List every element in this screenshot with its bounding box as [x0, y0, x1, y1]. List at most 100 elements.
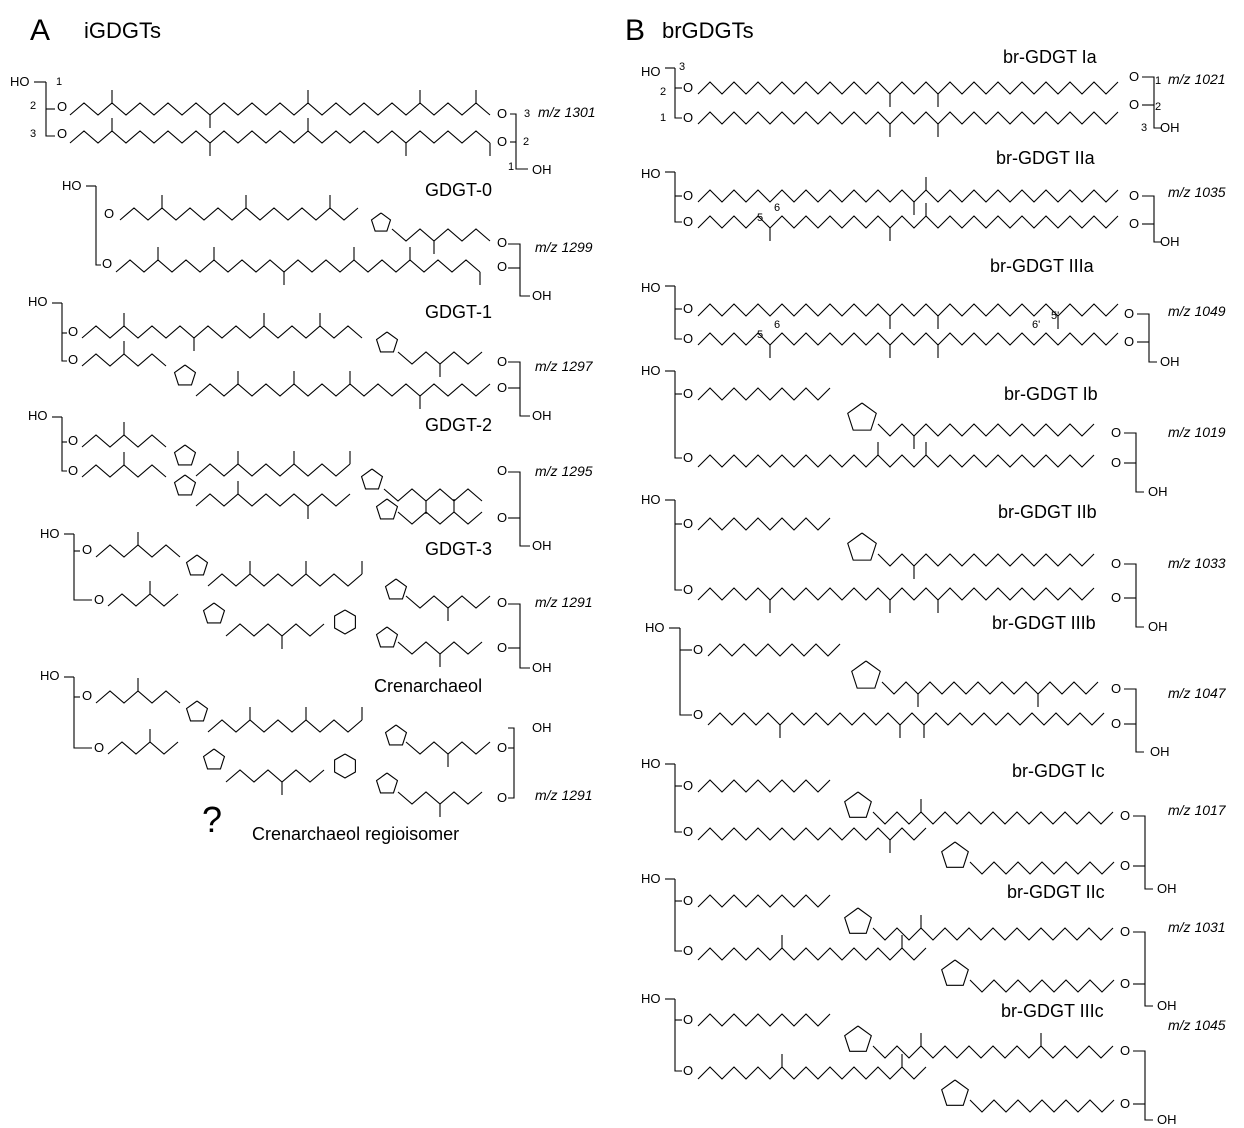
bond-chain [697, 81, 1119, 95]
gdgt-3-o3: O [497, 463, 507, 478]
br-iiic-oh: OH [1157, 1112, 1177, 1127]
bond-chain [1133, 931, 1153, 1007]
gdgt-0-c1-right: 1 [508, 161, 514, 173]
gdgt-0-o3: O [497, 106, 507, 121]
br-iiia-c5p: 5' [1051, 310, 1059, 322]
br-ia-c3-left: 3 [679, 61, 685, 73]
gdgt-0-o2: O [57, 126, 67, 141]
crenarchaeol-o4: O [497, 640, 507, 655]
bond-chain [697, 189, 1119, 203]
bond-chain [69, 130, 491, 144]
br-ic-o3: O [1120, 808, 1130, 823]
bond-chain [697, 587, 1095, 601]
br-ia-c2-left: 2 [660, 86, 666, 98]
br-iiia-ho: HO [641, 280, 661, 295]
br-iib-o1: O [683, 516, 693, 531]
br-iiic-o2: O [683, 1063, 693, 1078]
bond-chain [697, 215, 1119, 229]
regioisomer-o3: O [497, 740, 507, 755]
br-ia-o3: O [1129, 69, 1139, 84]
br-iiib-o3: O [1111, 681, 1121, 696]
bond-chain [383, 488, 483, 502]
cyclopentane-ring [360, 468, 384, 490]
bond-chain [397, 641, 483, 655]
cyclopentane-ring [202, 602, 226, 624]
gdgt-0-o4: O [497, 134, 507, 149]
cyclopentane-ring [173, 444, 197, 466]
bond-chain [674, 879, 682, 952]
gdgt-3-oh: OH [532, 538, 552, 553]
bond-chain [81, 434, 167, 448]
bond-chain [107, 741, 179, 755]
gdgt-3-ho: HO [28, 408, 48, 423]
gdgt-2-name: GDGT-2 [425, 415, 492, 435]
gdgt-3-name: GDGT-3 [425, 539, 492, 559]
gdgt-0-mz: m/z 1301 [538, 104, 596, 120]
br-gdgt-iiia-name: br-GDGT IIIa [990, 256, 1095, 276]
gdgt-2-o2: O [68, 352, 78, 367]
br-ia-c1-right: 1 [1155, 75, 1161, 87]
br-iia-ho: HO [641, 166, 661, 181]
bond-chain [707, 712, 1105, 726]
br-iib-o4: O [1111, 590, 1121, 605]
bond-chain [674, 371, 682, 459]
br-iiia-o2: O [683, 331, 693, 346]
br-gdgt-iic-mz: m/z 1031 [1168, 919, 1226, 935]
bond-chain [1133, 815, 1153, 890]
panel-b-letter: B [625, 14, 645, 47]
br-ia-o2: O [683, 110, 693, 125]
bond-chain [697, 1066, 927, 1080]
cyclopentane-ring [173, 474, 197, 496]
br-iic-o3: O [1120, 924, 1130, 939]
gdgt-1-name: GDGT-1 [425, 302, 492, 322]
bond-chain [697, 332, 1119, 346]
cyclopentane-ring [851, 660, 881, 689]
gdgt-0-oh: OH [532, 162, 552, 177]
bond-chain [195, 493, 351, 507]
cyclopentane-ring [375, 498, 399, 520]
br-iiia-c6p: 6' [1032, 319, 1040, 331]
gdgt-2-ho: HO [28, 294, 48, 309]
regioisomer-o1: O [82, 688, 92, 703]
cyclopentane-ring [384, 578, 408, 600]
br-ic-o1: O [683, 778, 693, 793]
br-ib-ho: HO [641, 363, 661, 378]
panel-b-title: brGDGTs [662, 18, 754, 43]
crenarchaeol-regioisomer-mz: m/z 1291 [535, 787, 593, 803]
br-iiib-o4: O [1111, 716, 1121, 731]
bond-chain [81, 464, 167, 478]
gdgt-2-o4: O [497, 380, 507, 395]
bond-chain [674, 500, 682, 591]
br-iiic-o1: O [683, 1012, 693, 1027]
br-iiib-o2: O [693, 707, 703, 722]
br-iiic-o3: O [1120, 1043, 1130, 1058]
bond-chain [1142, 76, 1162, 129]
bond-chain [107, 593, 179, 607]
br-iia-oh: OH [1160, 234, 1180, 249]
gdgt-1-o3: O [497, 235, 507, 250]
br-gdgt-iia-mz: m/z 1035 [1168, 184, 1226, 200]
br-gdgt-ic-mz: m/z 1017 [1168, 802, 1227, 818]
br-ia-ho: HO [641, 64, 661, 79]
bond-chain [45, 82, 55, 137]
bond-chain [207, 719, 363, 733]
crenarchaeol-o2: O [94, 592, 104, 607]
br-gdgt-ic-name: br-GDGT Ic [1012, 761, 1105, 781]
regioisomer-ho: HO [40, 668, 60, 683]
panel-a-title: iGDGTs [84, 18, 161, 43]
br-ic-o2: O [683, 824, 693, 839]
gdgt-3-o2: O [68, 463, 78, 478]
crenarchaeol-name: Crenarchaeol [374, 676, 482, 696]
bond-chain [195, 463, 351, 477]
gdgt-2-oh: OH [532, 408, 552, 423]
gdgt-2-mz: m/z 1297 [535, 358, 594, 374]
br-gdgt-iiib-name: br-GDGT IIIb [992, 613, 1096, 633]
regioisomer-oh: OH [532, 720, 552, 735]
bond-chain [969, 1099, 1115, 1113]
bond-chain [872, 811, 1114, 825]
cyclopentane-ring [173, 364, 197, 386]
gdgt-0-o1: O [57, 99, 67, 114]
br-iiib-ho: HO [645, 620, 665, 635]
br-ia-oh: OH [1160, 120, 1180, 135]
